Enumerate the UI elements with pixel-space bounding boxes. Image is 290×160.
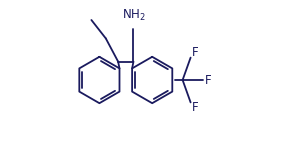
Text: F: F: [192, 46, 199, 59]
Text: F: F: [205, 73, 212, 87]
Text: NH$_2$: NH$_2$: [122, 8, 146, 23]
Text: F: F: [192, 101, 199, 114]
